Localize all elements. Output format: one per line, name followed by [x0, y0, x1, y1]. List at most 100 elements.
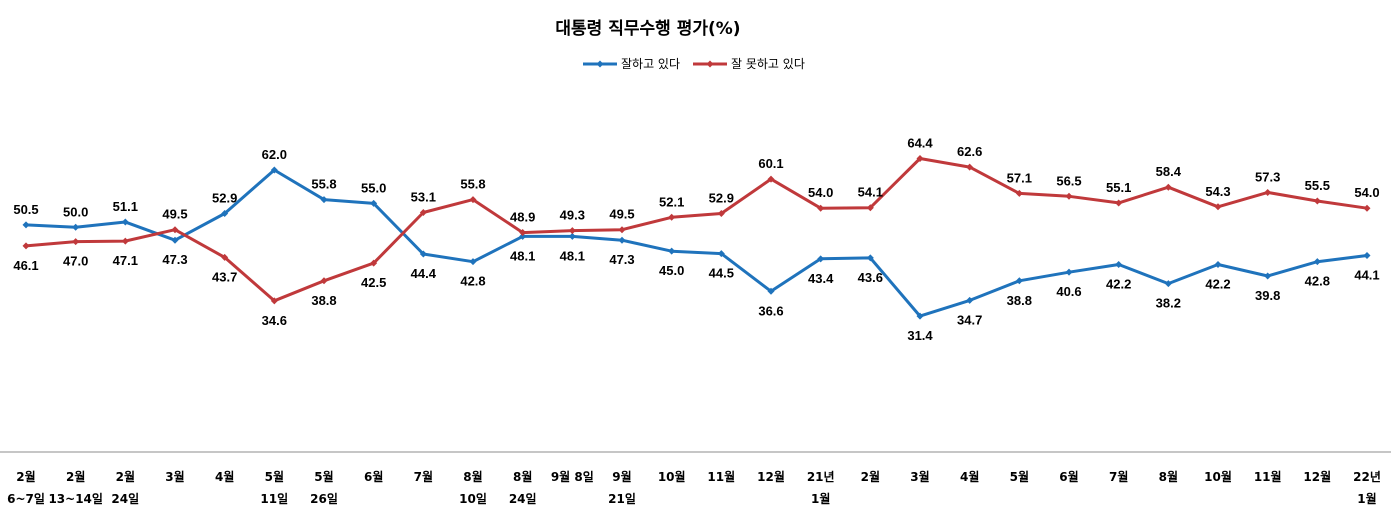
- series-1-data-label: 42.8: [1305, 274, 1330, 289]
- series-1-point: [916, 312, 924, 320]
- series-1-point: [469, 258, 477, 266]
- series-1-data-label: 47.3: [609, 252, 634, 267]
- series-1-point: [419, 250, 427, 258]
- series-2-data-label: 54.3: [1205, 184, 1230, 199]
- series-layer: [22, 155, 1371, 320]
- series-2-data-label: 55.5: [1305, 178, 1330, 193]
- series-1-point: [568, 232, 576, 240]
- x-tick-label: 6월: [364, 469, 383, 484]
- series-1-point: [320, 196, 328, 204]
- series-1-point: [1264, 272, 1272, 280]
- series-1-data-label: 48.1: [510, 248, 535, 263]
- x-tick-label: 4월: [215, 469, 234, 484]
- x-tick-label: 9월: [612, 469, 631, 484]
- x-tick-label: 5월: [314, 469, 333, 484]
- series-2-point: [966, 163, 974, 171]
- legend: 잘하고 있다 잘 못하고 있다: [583, 57, 805, 71]
- series-1-point: [767, 287, 775, 295]
- series-2-data-label: 64.4: [907, 136, 933, 151]
- series-1-point: [72, 223, 80, 231]
- x-tick-sublabel: 24일: [111, 492, 139, 506]
- series-2-point: [270, 297, 278, 305]
- series-1-data-label: 44.5: [709, 266, 734, 281]
- series-2-point: [1015, 189, 1023, 197]
- series-1-data-label: 42.8: [460, 274, 485, 289]
- x-tick-sublabel: 1월: [811, 491, 830, 506]
- series-1-point: [22, 221, 30, 229]
- series-2-data-label: 57.1: [1007, 170, 1032, 185]
- x-tick-label: 5월: [1010, 469, 1029, 484]
- series-1-point: [1115, 261, 1123, 269]
- x-tick-label: 10월: [658, 469, 686, 484]
- series-1-point: [1164, 280, 1172, 288]
- series-1-data-label: 55.8: [311, 177, 336, 192]
- series-2-data-label: 56.5: [1056, 173, 1081, 188]
- series-2-data-label: 49.5: [162, 207, 187, 222]
- series-2-data-label: 42.5: [361, 275, 386, 290]
- series-1-data-label: 39.8: [1255, 288, 1280, 303]
- x-tick-label: 7월: [414, 469, 433, 484]
- series-1-point: [519, 232, 527, 240]
- x-tick-label: 8월: [513, 469, 532, 484]
- series-2-data-label: 53.1: [411, 190, 436, 205]
- x-tick-label: 2월: [116, 469, 135, 484]
- series-2-data-label: 54.0: [808, 185, 833, 200]
- series-2-point: [916, 155, 924, 163]
- chart-title: 대통령 직무수행 평가(%): [555, 18, 740, 39]
- series-1-point: [1065, 268, 1073, 276]
- x-tick-label: 2월: [66, 469, 85, 484]
- series-2-point: [221, 253, 229, 261]
- series-2-data-label: 62.6: [957, 144, 982, 159]
- x-tick-label: 6월: [1059, 469, 1078, 484]
- series-1-data-label: 42.2: [1106, 277, 1131, 292]
- series-1-point: [966, 296, 974, 304]
- series-2-point: [767, 175, 775, 183]
- series-1-data-label: 36.6: [758, 303, 783, 318]
- series-2-data-label: 57.3: [1255, 169, 1280, 184]
- series-1-data-label: 38.8: [1007, 293, 1032, 308]
- series-2-data-label: 52.9: [709, 191, 734, 206]
- series-2-point: [121, 237, 129, 245]
- x-tick-label: 21년: [807, 470, 835, 484]
- series-2-point: [1065, 192, 1073, 200]
- series-1-data-label: 55.0: [361, 180, 386, 195]
- x-tick-label: 2월: [16, 469, 35, 484]
- series-2-data-label: 54.0: [1354, 185, 1379, 200]
- series-1-data-label: 51.1: [113, 199, 138, 214]
- series-1-data-label: 44.4: [411, 266, 437, 281]
- x-tick-label: 4월: [960, 469, 979, 484]
- x-tick-label: 9월 8일: [551, 469, 594, 484]
- series-2-data-label: 49.3: [560, 208, 585, 223]
- legend-label-series-1: 잘하고 있다: [621, 57, 680, 71]
- series-1-data-label: 50.0: [63, 204, 88, 219]
- series-2-point: [1363, 204, 1371, 212]
- x-tick-label: 11월: [1254, 469, 1282, 484]
- series-2-point: [1313, 197, 1321, 205]
- series-2-point: [469, 196, 477, 204]
- series-1-point: [1313, 258, 1321, 266]
- x-tick-label: 3월: [910, 469, 929, 484]
- series-1-data-label: 34.7: [957, 312, 982, 327]
- series-1-data-label: 40.6: [1056, 284, 1081, 299]
- series-2-data-label: 46.1: [13, 258, 38, 273]
- series-2-data-label: 52.1: [659, 194, 684, 209]
- series-2-data-label: 49.5: [609, 207, 634, 222]
- series-1-point: [1015, 277, 1023, 285]
- series-1: [22, 166, 1371, 320]
- x-tick-label: 10월: [1204, 469, 1232, 484]
- series-2-point: [1115, 199, 1123, 207]
- series-2-point: [1214, 203, 1222, 211]
- x-tick-sublabel: 1월: [1357, 491, 1376, 506]
- legend-item-series-2: 잘 못하고 있다: [693, 57, 805, 71]
- series-1-point: [370, 199, 378, 207]
- series-2-point: [419, 208, 427, 216]
- x-tick-sublabel: 24일: [509, 492, 537, 506]
- x-tick-label: 7월: [1109, 469, 1128, 484]
- x-tick-label: 8월: [463, 469, 482, 484]
- x-tick-label: 12월: [757, 469, 785, 484]
- x-tick-label: 8월: [1159, 469, 1178, 484]
- x-tick-sublabel: 26일: [310, 492, 338, 506]
- x-tick-label: 12월: [1303, 469, 1331, 484]
- series-1-line: [25, 168, 1368, 318]
- series-2-point: [171, 226, 179, 234]
